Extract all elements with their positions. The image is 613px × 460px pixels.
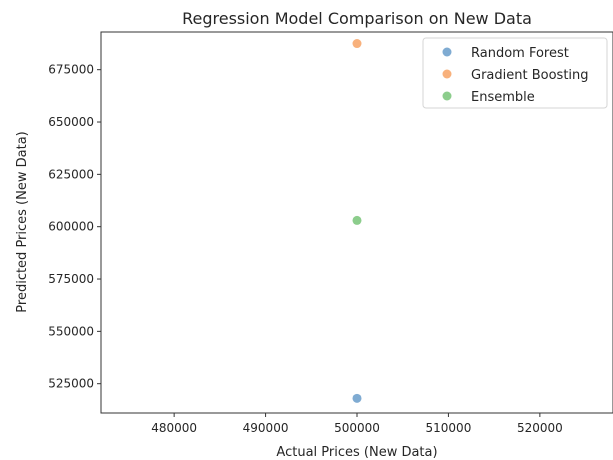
data-points <box>352 39 362 403</box>
data-point <box>352 39 362 49</box>
x-tick-label: 510000 <box>426 421 472 435</box>
legend-marker <box>442 91 452 101</box>
legend-marker <box>442 47 452 57</box>
y-tick-label: 575000 <box>48 272 94 286</box>
y-tick-label: 625000 <box>48 167 94 181</box>
x-tick-label: 480000 <box>151 421 197 435</box>
y-tick-label: 600000 <box>48 220 94 234</box>
data-point <box>352 215 362 225</box>
y-axis-label: Predicted Prices (New Data) <box>15 131 30 312</box>
y-tick-label: 525000 <box>48 377 94 391</box>
y-tick-label: 675000 <box>48 63 94 77</box>
legend: Random Forest Gradient Boosting Ensemble <box>422 37 608 109</box>
x-tick-label: 500000 <box>334 421 380 435</box>
data-point <box>352 393 362 403</box>
x-axis-label: Actual Prices (New Data) <box>276 445 437 460</box>
x-axis-ticks: 480000 490000 500000 510000 520000 <box>151 413 563 435</box>
legend-label: Ensemble <box>471 90 535 105</box>
x-tick-label: 520000 <box>517 421 563 435</box>
y-axis-ticks: 525000 550000 575000 600000 625000 650000 6750… <box>48 63 101 391</box>
legend-box <box>422 37 608 109</box>
y-tick-label: 550000 <box>48 324 94 338</box>
y-tick-label: 650000 <box>48 115 94 129</box>
legend-marker <box>442 69 452 79</box>
chart-title: Regression Model Comparison on New Data <box>182 9 532 28</box>
legend-label: Gradient Boosting <box>471 68 589 83</box>
legend-label: Random Forest <box>471 46 569 61</box>
x-tick-label: 490000 <box>243 421 289 435</box>
